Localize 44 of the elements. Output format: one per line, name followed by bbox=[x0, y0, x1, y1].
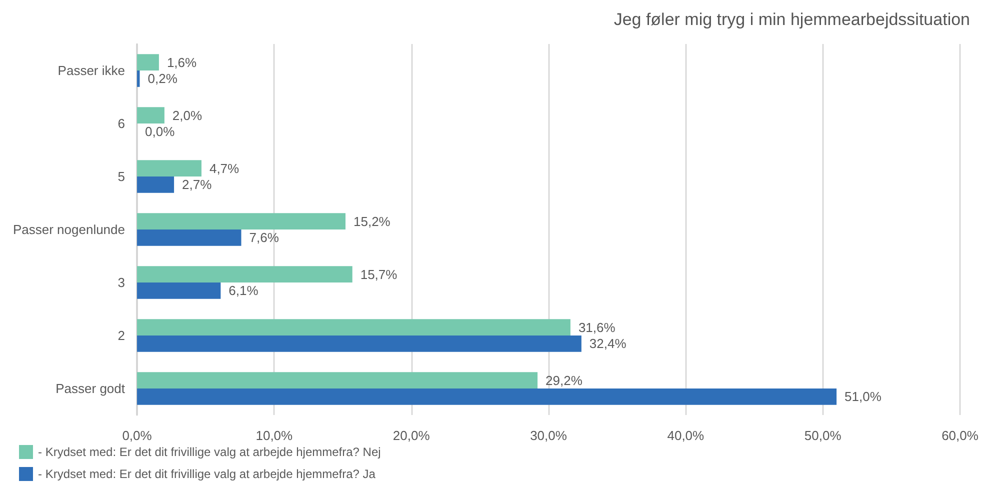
data-label: 7,6% bbox=[249, 230, 280, 246]
bar bbox=[137, 372, 538, 388]
legend-label: - Krydset med: Er det dit frivillige valg at arbejde hjemmefra? Nej bbox=[38, 445, 381, 459]
y-tick-label: Passer nogenlunde bbox=[12, 222, 125, 237]
y-tick-label: 3 bbox=[118, 275, 125, 290]
bar bbox=[137, 282, 221, 299]
data-label: 0,2% bbox=[148, 71, 178, 86]
data-label: 51,0% bbox=[844, 389, 882, 404]
x-tick-label: 10,0% bbox=[256, 428, 294, 443]
y-tick-label: 2 bbox=[118, 328, 125, 343]
data-label: 6,1% bbox=[228, 283, 259, 298]
bar bbox=[137, 54, 159, 70]
data-label: 15,7% bbox=[360, 266, 398, 282]
data-label: 0,0% bbox=[145, 124, 176, 140]
x-tick-label: 40,0% bbox=[667, 428, 705, 443]
bar bbox=[137, 107, 164, 124]
legend-label: - Krydset med: Er det dit frivillige valg at arbejde hjemmefra? Ja bbox=[38, 467, 376, 481]
x-tick-label: 20,0% bbox=[392, 428, 430, 443]
x-tick-label: 30,0% bbox=[530, 428, 568, 443]
data-label: 2,0% bbox=[172, 108, 203, 123]
bar bbox=[137, 70, 140, 87]
y-tick-label: 5 bbox=[118, 169, 125, 184]
data-label: 15,2% bbox=[353, 214, 391, 229]
bar bbox=[137, 176, 174, 193]
x-tick-label: 50,0% bbox=[804, 428, 842, 443]
data-label: 29,2% bbox=[546, 372, 583, 388]
data-label: 32,4% bbox=[589, 336, 627, 352]
bar bbox=[137, 388, 837, 405]
bar bbox=[137, 319, 570, 336]
data-label: 31,6% bbox=[578, 320, 616, 335]
x-tick-label: 0,0% bbox=[122, 428, 152, 443]
data-label: 1,6% bbox=[166, 54, 198, 70]
data-label: 2,7% bbox=[182, 177, 212, 192]
bar bbox=[137, 230, 242, 246]
chart-title: Jeg føler mig tryg i min hjemmearbejdssituation bbox=[614, 10, 970, 29]
bar bbox=[137, 160, 202, 176]
bar bbox=[137, 213, 346, 230]
x-tick-label: 60,0% bbox=[942, 428, 979, 443]
y-tick-label: 6 bbox=[118, 116, 125, 131]
bar bbox=[137, 336, 582, 352]
data-label: 4,7% bbox=[209, 160, 240, 176]
bar bbox=[137, 266, 352, 282]
y-tick-label: Passer ikke bbox=[58, 63, 125, 78]
y-tick-label: Passer godt bbox=[56, 381, 126, 396]
